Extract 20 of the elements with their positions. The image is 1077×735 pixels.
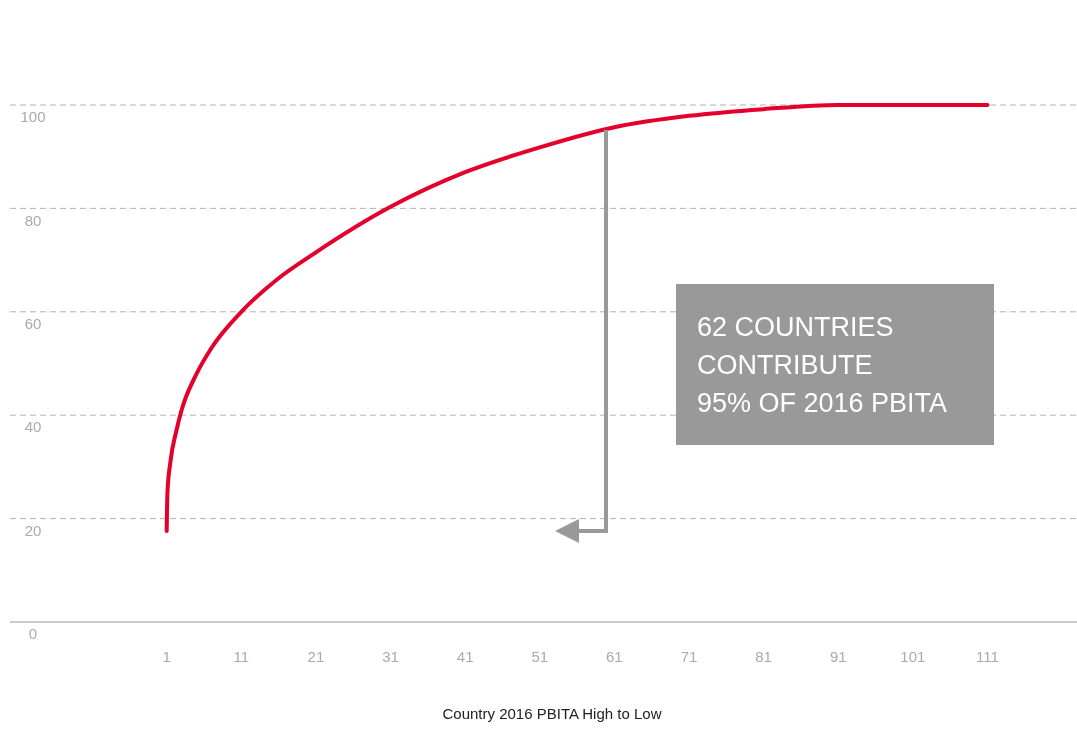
x-tick-label: 51 (531, 648, 549, 665)
x-tick-label: 41 (456, 648, 474, 665)
x-tick-label: 91 (829, 648, 847, 665)
y-tick-label: 20 (24, 521, 42, 539)
x-tick-label: 111 (976, 648, 999, 665)
x-tick-label: 71 (680, 648, 698, 665)
x-tick-label: 31 (382, 648, 399, 665)
x-tick-label: 101 (900, 648, 926, 665)
x-tick-label: 81 (755, 648, 772, 665)
annotation: 62 COUNTRIES CONTRIBUTE 95% OF 2016 PBITA (697, 312, 948, 418)
x-axis-title: Country 2016 PBITA High to Low (442, 705, 662, 722)
y-tick-label: 60 (24, 315, 42, 332)
y-tick-label: 80 (24, 211, 42, 229)
x-tick-label: 61 (606, 648, 623, 665)
y-tick-label: 40 (24, 418, 42, 436)
y-tick-label: 0 (28, 625, 38, 643)
x-tick-label: 21 (307, 648, 325, 665)
x-tick-label: 1 (162, 648, 171, 665)
y-tick-label: 100 (20, 108, 46, 126)
x-tick-label: 11 (233, 648, 250, 665)
